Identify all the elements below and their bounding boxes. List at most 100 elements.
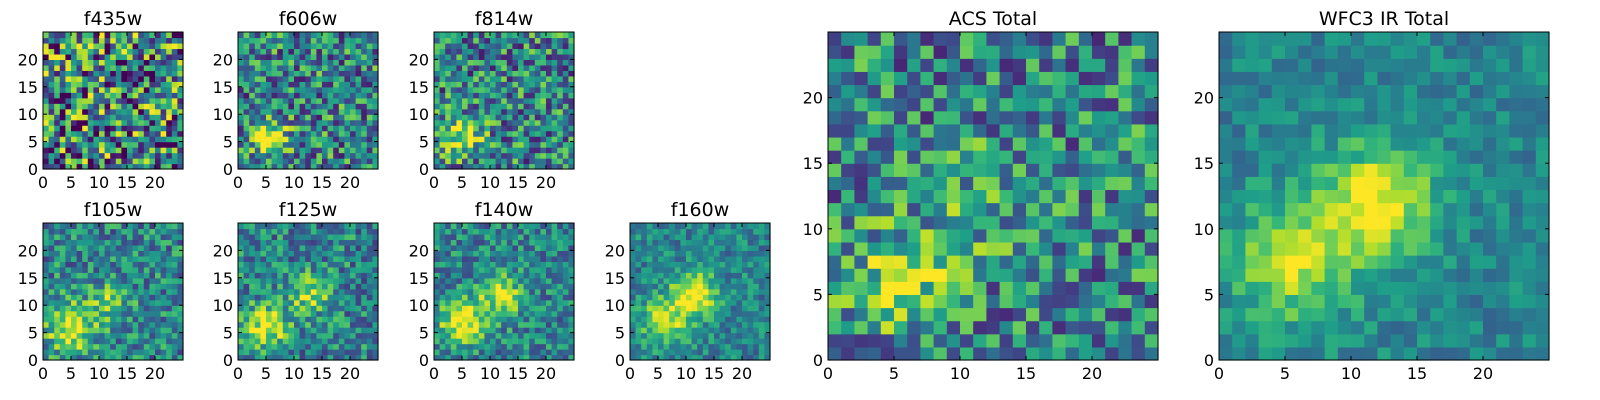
heatmap-cell (361, 288, 368, 295)
heatmap-cell (646, 310, 653, 317)
heatmap-cell (467, 338, 474, 345)
heatmap-cell (294, 272, 301, 279)
heatmap-cell (462, 294, 469, 301)
heatmap-cell (546, 86, 553, 93)
heatmap-cell (76, 288, 83, 295)
heatmap-cell (127, 294, 134, 301)
heatmap-cell (260, 81, 267, 88)
heatmap-cell (512, 223, 519, 230)
heatmap-cell (238, 283, 245, 290)
heatmap-cell (540, 283, 547, 290)
heatmap-cell (1105, 346, 1119, 361)
heatmap-cell (523, 299, 530, 306)
heatmap-cell (753, 354, 760, 361)
heatmap-cell (512, 266, 519, 273)
heatmap-cell (512, 97, 519, 104)
heatmap-cell (736, 310, 743, 317)
heatmap-cell (473, 119, 480, 126)
heatmap-cell (143, 299, 150, 306)
heatmap-cell (71, 114, 78, 121)
heatmap-cell (736, 321, 743, 328)
heatmap-cell (534, 37, 541, 44)
heatmap-cell (127, 119, 134, 126)
heatmap-cell (697, 354, 704, 361)
heatmap-cell (495, 288, 502, 295)
heatmap-cell (1039, 241, 1053, 256)
heatmap-cell (456, 239, 463, 246)
heatmap-cell (138, 223, 145, 230)
heatmap-cell (115, 86, 122, 93)
heatmap-cell (534, 59, 541, 66)
heatmap-cell (1144, 228, 1159, 243)
heatmap-cell (277, 316, 284, 323)
heatmap-cell (702, 310, 709, 317)
heatmap-cell (450, 261, 457, 268)
heatmap-cell (946, 281, 961, 295)
heatmap-cell (854, 268, 869, 282)
heatmap-cell (372, 86, 379, 93)
heatmap-cell (450, 152, 457, 159)
heatmap-cell (658, 261, 665, 268)
heatmap-cell (249, 130, 256, 137)
heatmap-cell (305, 305, 312, 312)
heatmap-cell (344, 86, 351, 93)
heatmap-cell (439, 233, 446, 241)
heatmap-cell (506, 321, 513, 328)
heatmap-cell (686, 310, 693, 317)
heatmap-cell (299, 250, 306, 257)
heatmap-cell (702, 332, 709, 339)
heatmap-cell (540, 70, 547, 77)
heatmap-cell (288, 299, 295, 306)
heatmap-cell (350, 75, 357, 82)
heatmap-cell (93, 261, 100, 268)
heatmap-cell (518, 283, 525, 290)
heatmap-cell (434, 48, 441, 55)
heatmap-cell (523, 228, 530, 235)
heatmap-cell (434, 103, 441, 110)
heatmap-cell (65, 141, 72, 148)
heatmap-cell (714, 338, 721, 345)
heatmap-cell (456, 42, 463, 50)
heatmap-cell (282, 310, 289, 317)
heatmap-cell (355, 327, 362, 334)
heatmap-cell (121, 299, 128, 306)
axes-frame (237, 31, 379, 170)
heatmap-cell (82, 283, 89, 290)
heatmap-cell (445, 108, 452, 115)
x-tick-label: 10 (89, 364, 109, 383)
heatmap-cell (439, 53, 446, 60)
heatmap-cell (338, 294, 345, 301)
heatmap-cell (48, 92, 55, 99)
heatmap-cell (71, 299, 78, 306)
heatmap-cell (155, 81, 162, 88)
heatmap-cell (501, 152, 508, 159)
heatmap-cell (546, 332, 553, 339)
heatmap-cell (758, 327, 765, 334)
heatmap-cell (473, 321, 480, 328)
heatmap-cell (484, 343, 491, 350)
heatmap-cell (372, 81, 379, 88)
heatmap-cell (534, 228, 541, 235)
heatmap-cell (282, 53, 289, 60)
heatmap-cell (138, 305, 145, 312)
heatmap-cell (115, 103, 122, 110)
heatmap-cell (540, 147, 547, 154)
heatmap-cell (674, 332, 681, 339)
heatmap-cell (48, 283, 55, 290)
heatmap-cell (540, 244, 547, 251)
heatmap-cell (557, 343, 564, 350)
heatmap-cell (697, 316, 704, 323)
heatmap-cell (1092, 215, 1106, 230)
heatmap-cell (87, 48, 94, 55)
heatmap-cell (646, 283, 653, 290)
heatmap-cell (663, 283, 670, 290)
heatmap-cell (1039, 189, 1053, 204)
heatmap-cell (674, 321, 681, 328)
heatmap-cell (166, 272, 173, 279)
heatmap-cell (546, 272, 553, 279)
heatmap-cell (562, 239, 569, 246)
heatmap-cell (439, 70, 446, 77)
heatmap-cell (697, 228, 704, 235)
heatmap-cell (48, 332, 55, 339)
heatmap-cell (450, 97, 457, 104)
